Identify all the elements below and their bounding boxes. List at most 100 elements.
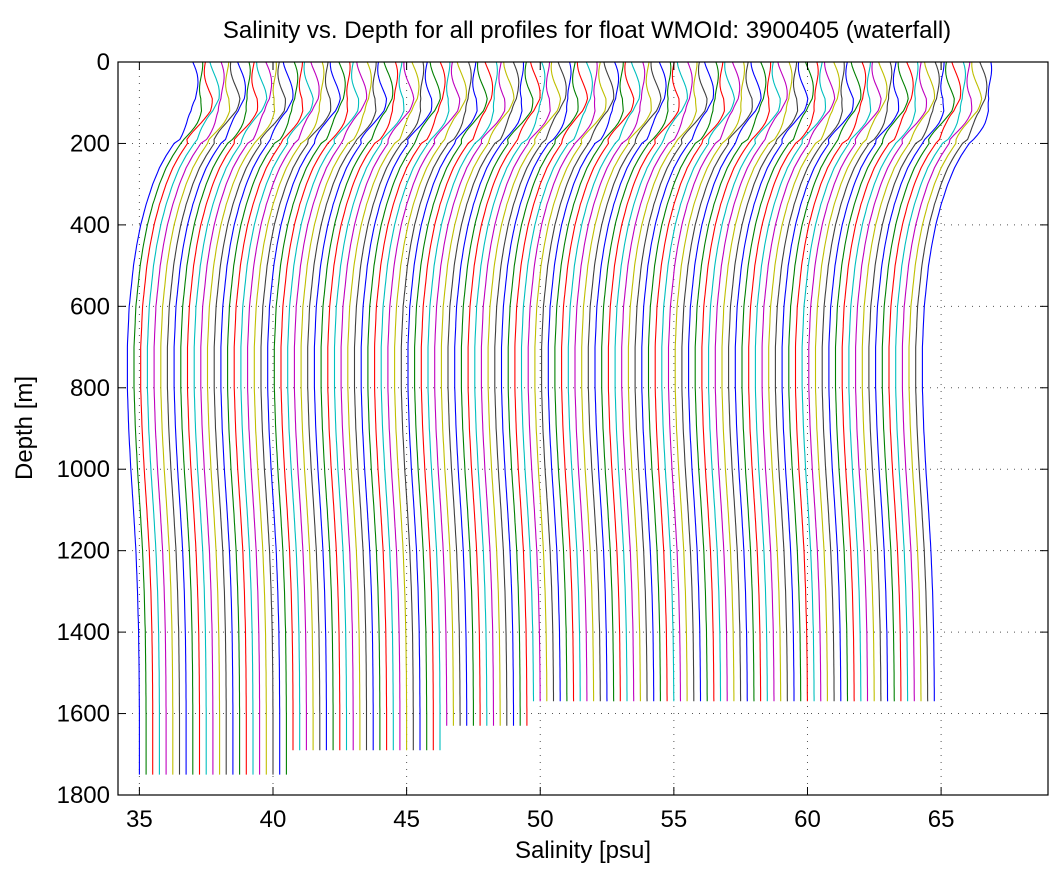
- profile-line: [160, 61, 231, 775]
- profile-line: [541, 61, 615, 702]
- profile-line: [360, 61, 433, 751]
- y-tick-label: 200: [70, 130, 110, 157]
- profile-line: [901, 61, 973, 702]
- profile-line: [921, 61, 993, 702]
- profile-line: [834, 61, 909, 702]
- profile-line: [507, 61, 579, 726]
- y-tick-label: 0: [97, 49, 110, 76]
- profile-line: [287, 61, 360, 751]
- profile-line: [320, 61, 394, 751]
- x-tick-label: 45: [393, 806, 420, 833]
- profile-line: [427, 61, 498, 751]
- profile-line: [688, 61, 762, 702]
- x-axis-label: Salinity [psu]: [515, 837, 651, 864]
- profile-line: [828, 61, 900, 702]
- y-tick-label: 1600: [57, 701, 110, 728]
- profile-line: [574, 61, 646, 702]
- profile-line: [293, 61, 368, 751]
- profile-line: [748, 61, 819, 702]
- profile-line: [367, 61, 441, 751]
- profile-line: [647, 61, 719, 702]
- profile-line: [741, 61, 814, 702]
- profile-line: [768, 61, 841, 702]
- profile-line: [701, 62, 772, 702]
- profile-line: [213, 61, 286, 775]
- profile-line: [561, 61, 635, 702]
- profile-line: [240, 61, 314, 775]
- profile-line: [674, 61, 746, 702]
- profile-line: [621, 61, 693, 702]
- x-tick-label: 40: [260, 806, 287, 833]
- y-tick-label: 400: [70, 212, 110, 239]
- profile-line: [347, 61, 420, 751]
- profile-line: [200, 61, 273, 775]
- profile-line: [166, 61, 241, 775]
- profile-line: [186, 61, 259, 775]
- profile-line: [434, 61, 506, 726]
- profile-line: [634, 61, 708, 702]
- y-tick-label: 800: [70, 375, 110, 402]
- profile-line: [340, 62, 415, 751]
- profile-line: [353, 61, 425, 751]
- y-tick-label: 1800: [57, 782, 110, 809]
- profile-line: [140, 61, 213, 775]
- profile-line: [267, 61, 341, 775]
- profile-line: [494, 61, 567, 726]
- profile-line: [180, 61, 251, 775]
- profile-line: [500, 61, 572, 726]
- profile-line: [875, 61, 945, 702]
- profile-line: [407, 61, 478, 751]
- profile-line: [888, 61, 962, 702]
- profile-line: [534, 61, 607, 702]
- profile-line: [808, 61, 882, 702]
- profile-line: [454, 61, 525, 726]
- y-tick-label: 1200: [57, 538, 110, 565]
- profile-line: [133, 62, 204, 775]
- x-tick-label: 65: [928, 806, 955, 833]
- profile-line: [661, 61, 736, 702]
- profile-line: [206, 61, 277, 775]
- profile-line: [601, 61, 672, 702]
- profile-line: [581, 61, 652, 702]
- profile-line: [848, 61, 919, 702]
- profile-line: [420, 61, 494, 751]
- profile-line: [273, 61, 346, 775]
- profile-line: [460, 61, 534, 726]
- profile-line: [761, 61, 836, 702]
- profile-line: [681, 61, 753, 702]
- profile-line: [594, 61, 667, 702]
- profile-line: [814, 61, 888, 702]
- profile-line: [547, 61, 620, 702]
- profile-line: [300, 61, 372, 751]
- profile-line: [400, 61, 472, 751]
- profile-line: [233, 61, 304, 775]
- profile-line: [280, 61, 351, 751]
- profile-line: [253, 61, 325, 775]
- profile-line: [333, 61, 405, 751]
- profile-line: [781, 61, 854, 702]
- y-axis-label: Depth [m]: [11, 376, 38, 480]
- profile-line: [126, 61, 199, 775]
- profile-line: [474, 61, 546, 726]
- profile-line: [667, 61, 741, 702]
- profile-line: [654, 61, 725, 702]
- profile-line: [788, 61, 862, 702]
- profile-line: [487, 61, 562, 726]
- profile-line: [868, 61, 940, 702]
- profile-line: [821, 61, 893, 702]
- profile-line: [387, 61, 461, 751]
- profile-line: [694, 61, 767, 702]
- profile-line: [480, 61, 551, 726]
- profile-line: [374, 61, 446, 751]
- profile-line: [220, 61, 294, 775]
- profile-line: [527, 61, 598, 702]
- profile-lines: [126, 61, 993, 775]
- profile-line: [260, 61, 332, 775]
- profile-line: [607, 61, 680, 702]
- profile-line: [227, 61, 299, 775]
- profile-line: [614, 61, 688, 702]
- profile-line: [861, 61, 936, 702]
- profile-line: [641, 61, 715, 702]
- profile-line: [567, 61, 641, 702]
